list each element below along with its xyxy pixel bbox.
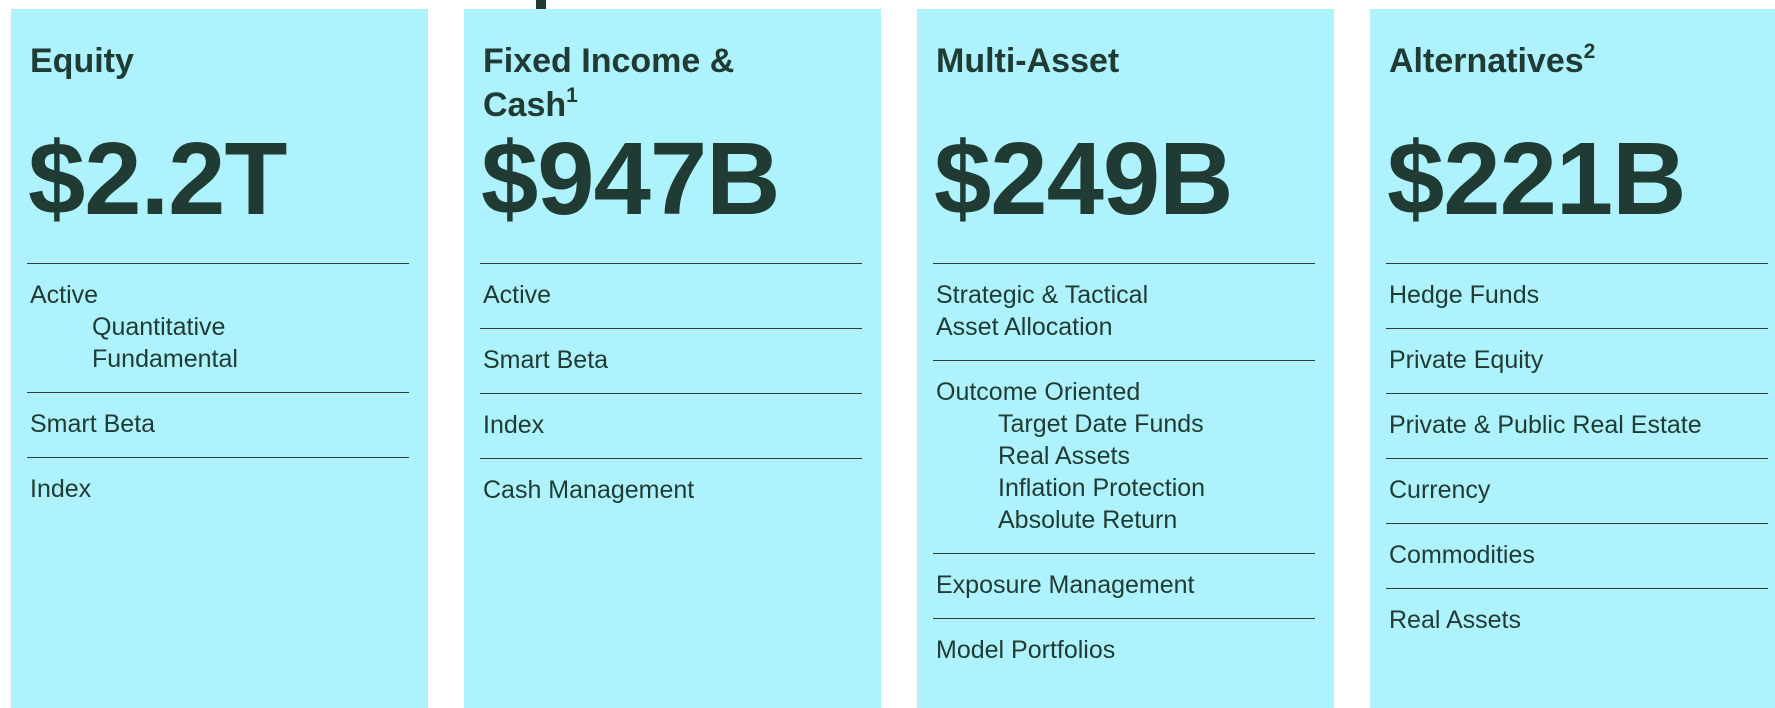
panel-title: Multi-Asset [936,39,1119,83]
panel: Fixed Income & Cash1 $947B Active Smart Bet… [464,9,881,708]
panel: Multi-Asset $249B Strategic & Tactical Ass… [917,9,1334,708]
item: Index [480,393,862,458]
footnote-mark: 1 [566,84,578,107]
item: Exposure Management [933,553,1315,618]
panel-title: Alternatives2 [1389,39,1595,83]
item-label: Active [483,281,552,309]
item-label: Real Assets [1389,606,1522,634]
aum-amount: $249B [934,121,1234,236]
footnote-mark: 2 [1583,40,1596,63]
sub-item: Target Date Funds [998,410,1204,438]
item-label: Exposure Management [936,571,1195,599]
panel: Equity $2.2T Active Quantitative Fundamental… [11,9,428,708]
item: Cash Management [480,458,862,523]
item: Smart Beta [480,328,862,393]
item: Strategic & Tactical Asset Allocation [933,263,1315,360]
title-text: Alternatives [1389,42,1584,80]
title-text: Fixed Income & Cash [483,42,735,124]
aum-amount: $2.2T [28,121,287,236]
item-label: Private & Public Real Estate [1389,411,1702,439]
item-label: Strategic & Tactical Asset Allocation [936,281,1149,341]
item-label: Smart Beta [30,410,156,438]
item: Outcome Oriented Target Date Funds Real As… [933,360,1315,553]
fragment [536,0,546,9]
item-label: Outcome Oriented [936,378,1141,406]
item: Hedge Funds [1386,263,1768,328]
sub-item: Fundamental [92,345,238,373]
item-label: Cash Management [483,476,695,504]
item-label: Private Equity [1389,346,1544,374]
item-list: Active Quantitative Fundamental Smart Beta I… [27,263,409,522]
item-label: Currency [1389,476,1491,504]
item: Active [480,263,862,328]
item: Private & Public Real Estate [1386,393,1768,458]
sub-item: Inflation Protection [998,474,1206,502]
item: Model Portfolios [933,618,1315,683]
panel-title: Equity [30,39,134,83]
sub-item: Real Assets [998,442,1131,470]
item-label: Commodities [1389,541,1535,569]
item: Currency [1386,458,1768,523]
panel: Alternatives2 $221B Hedge Funds Private Equ… [1370,9,1775,708]
item: Active Quantitative Fundamental [27,263,409,392]
aum-amount: $947B [481,121,781,236]
item-label: Active [30,281,99,309]
item-label: Model Portfolios [936,636,1116,664]
item: Private Equity [1386,328,1768,393]
aum-amount: $221B [1387,121,1687,236]
item-label: Smart Beta [483,346,609,374]
item: Commodities [1386,523,1768,588]
item-label: Index [30,475,92,503]
item-label: Index [483,411,545,439]
title-text: Equity [30,42,134,80]
sub-item: Quantitative [92,313,226,341]
item-list: Active Smart Beta Index Cash Management [480,263,862,523]
item-list: Hedge Funds Private Equity Private & Publi… [1386,263,1768,653]
sub-item: Absolute Return [998,506,1178,534]
item-label: Hedge Funds [1389,281,1540,309]
title-text: Multi-Asset [936,42,1120,80]
item-list: Strategic & Tactical Asset Allocation Out… [933,263,1315,683]
panel-title: Fixed Income & Cash1 [483,39,803,127]
item: Index [27,457,409,522]
item: Smart Beta [27,392,409,457]
item: Real Assets [1386,588,1768,653]
